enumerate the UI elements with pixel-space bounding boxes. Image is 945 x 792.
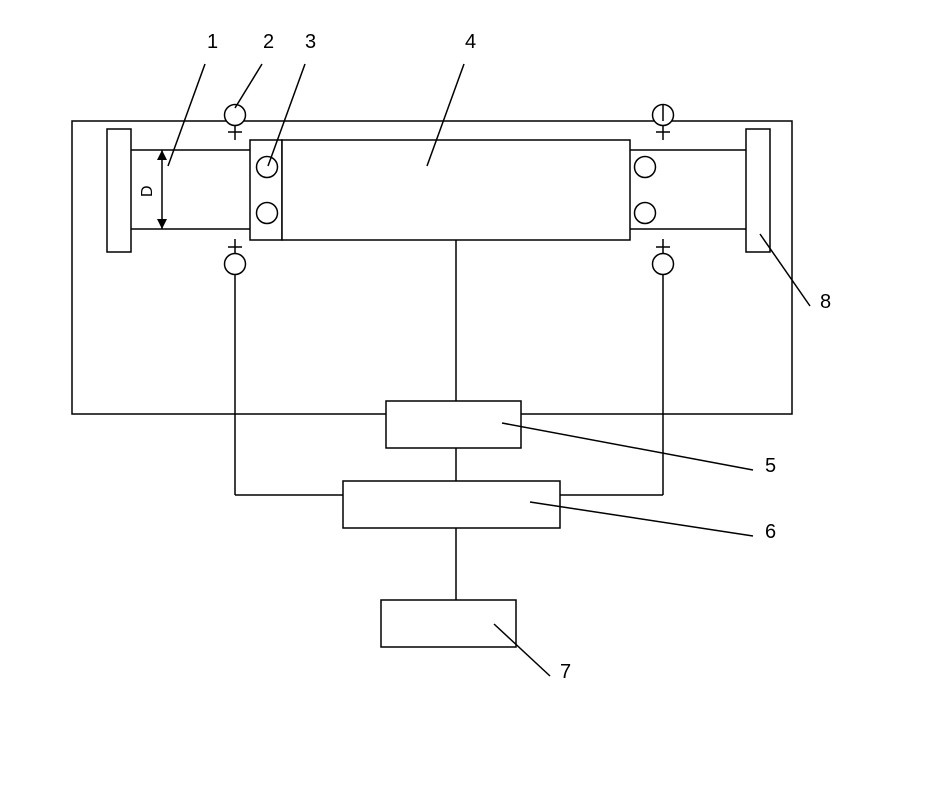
label-3: 3 [305, 31, 316, 53]
label-6: 6 [765, 521, 776, 543]
schematic-diagram: D 1 2 3 4 5 6 7 8 [0, 0, 945, 792]
label-5: 5 [765, 455, 776, 477]
label-7: 7 [560, 661, 571, 683]
label-2: 2 [263, 31, 274, 53]
label-1: 1 [207, 31, 218, 53]
label-8: 8 [820, 291, 831, 313]
label-4: 4 [465, 31, 476, 53]
svg-text:D: D [139, 185, 156, 197]
